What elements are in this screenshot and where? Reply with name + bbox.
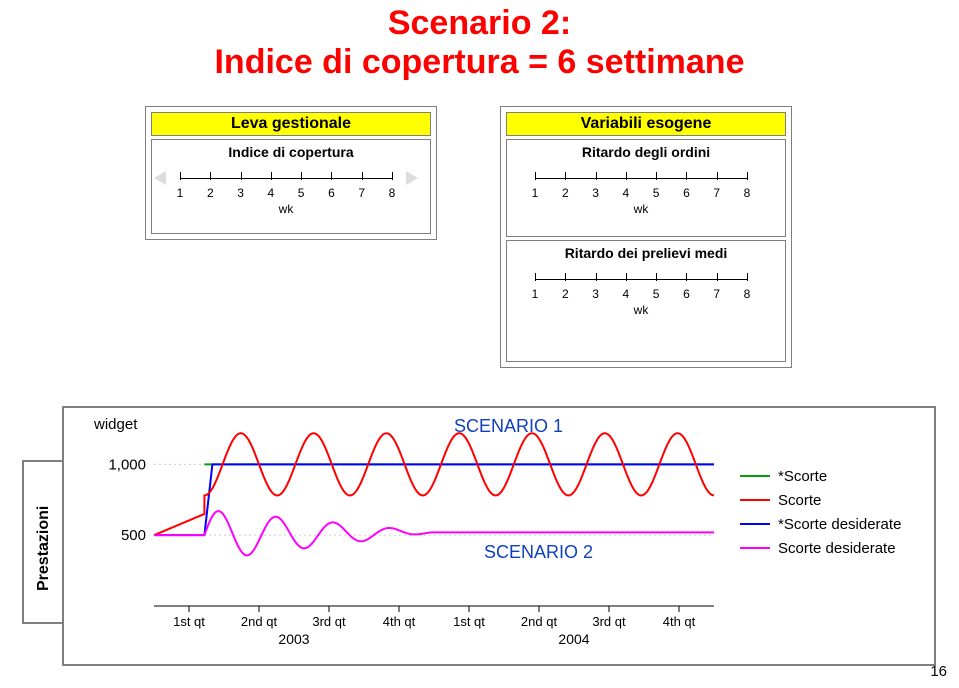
svg-text:1,000: 1,000 [108,456,146,473]
left-panel-title: Leva gestionale [152,113,430,135]
legend: *ScorteScorte*Scorte desiderateScorte de… [740,464,901,560]
svg-text:3rd qt: 3rd qt [312,614,346,629]
chart-area: widget 1,0005001st qt2nd qt3rd qt4th qt1… [84,416,724,652]
right-panel: Variabili esogene Ritardo degli ordini 1… [500,106,792,368]
left-ruler-sub: Indice di copertura [152,144,430,160]
svg-text:3rd qt: 3rd qt [592,614,626,629]
scenario2-label: SCENARIO 2 [484,542,593,563]
svg-text:4th qt: 4th qt [663,614,696,629]
svg-text:2nd qt: 2nd qt [521,614,558,629]
title-line1: Scenario 2: [388,4,571,42]
scenario1-label: SCENARIO 1 [454,416,563,437]
right-ruler2: 12345678wk [507,271,785,315]
title-line2: Indice di copertura = 6 settimane [214,43,744,81]
legend-row: Scorte [740,488,901,512]
svg-text:1st qt: 1st qt [453,614,485,629]
svg-text:1st qt: 1st qt [173,614,205,629]
svg-text:4th qt: 4th qt [383,614,416,629]
svg-text:2003: 2003 [278,631,309,647]
svg-text:2nd qt: 2nd qt [241,614,278,629]
prestazioni-tab: Prestazioni [22,460,64,624]
left-panel: Leva gestionale Indice di copertura 1234… [145,106,437,240]
prestazioni-label: Prestazioni [35,491,53,591]
right-panel-title: Variabili esogene [507,113,785,135]
left-ruler: 12345678wk [152,170,430,214]
right-ruler2-sub: Ritardo dei prelievi medi [507,245,785,261]
page-number: 16 [930,663,947,680]
legend-row: *Scorte desiderate [740,512,901,536]
legend-row: Scorte desiderate [740,536,901,560]
right-ruler1: 12345678wk [507,170,785,214]
svg-text:2004: 2004 [558,631,589,647]
legend-row: *Scorte [740,464,901,488]
chart-svg: 1,000 500 1st qt 2nd qt 3rd qt 4th qt 1st qt 2n… [84,416,724,652]
svg-text:500: 500 [121,527,146,544]
right-ruler1-sub: Ritardo degli ordini [507,144,785,160]
